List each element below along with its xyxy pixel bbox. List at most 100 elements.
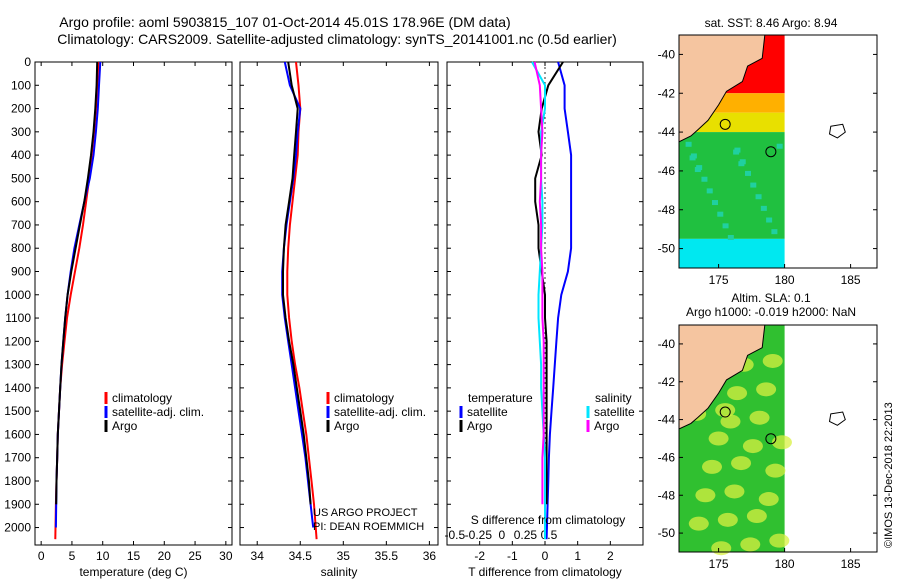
series-line-climatology [286,61,318,540]
sla-blob [740,537,761,552]
map-y-tick-label: -50 [658,526,676,540]
legend-label-climatology: climatology [334,391,394,405]
title-line-1: Argo profile: aoml 5903815_107 01-Oct-20… [59,14,510,30]
y-tick-label: 2000 [4,521,31,535]
sla-blob [746,509,767,524]
legend-label-temp-argo: Argo [467,419,493,433]
series-line-argo [282,61,312,505]
plot-frame [34,61,233,546]
legend-title-temperature: temperature [468,391,533,405]
sst-band [679,238,785,268]
legend-label-satellite: satellite-adj. clim. [112,405,204,419]
map-x-tick-label: 185 [841,273,861,287]
sst-speckle [745,170,751,176]
sst-speckle [776,143,783,149]
x-axis-label: T difference from climatology [468,565,622,579]
sst-speckle [771,229,778,235]
salinity-legend: climatology satellite-adj. clim. Argo US… [313,391,426,533]
sla-blob [688,516,709,531]
y-tick-label: 1700 [4,451,31,465]
sst-speckle [706,188,713,194]
sst-speckle [760,205,767,211]
sla-blob [724,484,745,499]
legend-label-climatology: climatology [112,391,172,405]
x-tick-label: -2 [474,549,485,563]
x-tick-label: 2 [607,549,614,563]
new-zealand-coastline [678,324,766,430]
sst-speckle [727,234,734,240]
s-diff-tick-label: 0.25 [514,528,538,542]
x-tick-label: 15 [127,549,141,563]
difference-legend: temperature satellite Argo salinity sate… [459,391,635,527]
map-frame [678,324,878,553]
sst-speckle [738,161,745,167]
map-y-tick-label: -44 [658,413,676,427]
x-axis-label: salinity [321,565,358,579]
legend-label-argo: Argo [112,419,138,433]
sla-blob [762,353,783,368]
y-tick-label: 800 [11,241,31,255]
y-tick-label: 100 [11,78,31,92]
sla-blob [695,488,716,503]
y-tick-label: 1600 [4,427,31,441]
title-line-2: Climatology: CARS2009. Satellite-adjuste… [57,31,617,47]
sla-blob [702,459,722,474]
map-y-tick-label: -40 [658,337,676,351]
sst-speckle [755,194,762,200]
x-tick-label: 20 [158,549,172,563]
sst-speckle [694,167,701,173]
sst-speckle [722,223,729,229]
x-tick-label: -1 [507,549,518,563]
sla-blob [715,403,736,418]
y-tick-label: 1400 [4,381,31,395]
map-y-tick-label: -40 [658,47,676,61]
plot-frame [239,61,439,546]
contour-ring [719,118,731,130]
x-tick-label: 0 [542,549,549,563]
sla-blob [742,439,763,454]
legend-label-sal-satellite: satellite [594,405,635,419]
sst-speckle [750,182,757,188]
annotation-us-argo: US ARGO PROJECT [313,507,418,519]
y-tick-label: 1900 [4,497,31,511]
series-line-salinity-argo [533,61,545,505]
sla-map: 175 180 185 -40 -42 -44 -46 -48 -50 [658,324,878,571]
map-x-tick-label: 175 [709,557,729,571]
x-tick-label: 35 [337,549,351,563]
y-tick-label: 1800 [4,474,31,488]
s-diff-tick-label: 0 [499,528,506,542]
map-y-tick-label: -42 [658,375,676,389]
chatham-islands [828,411,846,426]
map-x-tick-label: 180 [775,557,795,571]
y-tick-label: 700 [11,218,31,232]
map-y-tick-label: -44 [658,125,676,139]
sla-blob [717,512,738,527]
x-tick-label: 34 [251,549,265,563]
legend-title-salinity: salinity [595,391,632,405]
s-diff-tick-label: -0.5 [444,528,465,542]
new-zealand-coastline [678,34,766,143]
x-tick-label: 1 [574,549,581,563]
s-diff-tick-label: -0.25 [465,528,493,542]
sla-blob [769,533,790,548]
y-tick-label: 200 [11,102,31,116]
chatham-islands [828,123,846,139]
argo-float-marker [765,146,777,158]
map-frame [678,34,878,269]
salinity-panel: 34 34.5 35 35.5 36 salinity [239,61,439,579]
map-y-tick-label: -48 [658,488,676,502]
map-y-tick-label: -50 [658,242,676,256]
y-tick-label: 400 [11,148,31,162]
difference-panel: -2 -1 0 1 2T difference from climatology-0.5… [444,61,644,579]
imos-credit: ©IMOS 13-Dec-2018 22:2013 [883,402,895,548]
legend-label-argo: Argo [334,419,360,433]
x-tick-label: 30 [219,549,233,563]
y-tick-label: 500 [11,171,31,185]
s-diff-tick-label: 0.5 [541,528,558,542]
map-y-tick-label: -46 [658,164,676,178]
sla-blob [731,456,752,471]
y-tick-label: 1000 [4,288,31,302]
y-tick-label: 0 [24,55,31,69]
sst-speckle [712,200,718,206]
